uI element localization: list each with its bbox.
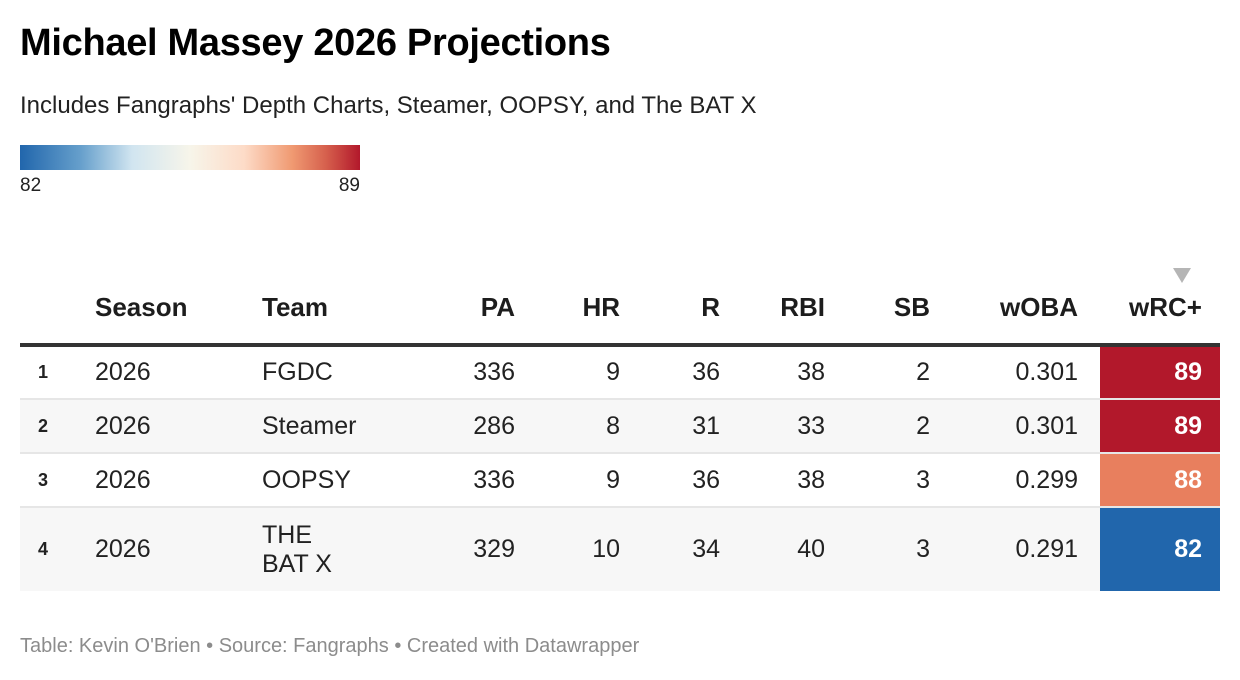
cell-team: FGDC — [262, 358, 333, 386]
legend-gradient-bar — [20, 145, 360, 170]
cell-wrc-plus: 88 — [1100, 453, 1220, 507]
cell-woba: 0.299 — [1015, 465, 1078, 494]
cell-r: 36 — [692, 358, 720, 386]
chart-title: Michael Massey 2026 Projections — [20, 22, 611, 64]
cell-sb: 3 — [916, 465, 930, 494]
table-row: 1 2026 FGDC 336 9 36 38 2 0.301 89 — [20, 345, 1220, 399]
cell-pa: 329 — [473, 535, 515, 563]
cell-pa: 336 — [473, 358, 515, 386]
row-rank: 4 — [38, 539, 49, 559]
cell-woba: 0.301 — [1015, 411, 1078, 440]
cell-rbi: 33 — [797, 411, 825, 440]
cell-season: 2026 — [95, 535, 151, 563]
cell-season: 2026 — [95, 411, 151, 440]
cell-pa: 336 — [473, 465, 515, 494]
cell-r: 31 — [692, 411, 720, 440]
footer-credits: Table: Kevin O'Brien • Source: Fangraphs… — [20, 635, 640, 657]
sort-descending-icon[interactable] — [1173, 268, 1191, 283]
cell-team: OOPSY — [262, 465, 351, 494]
col-header-sb[interactable]: SB — [893, 292, 930, 322]
legend-min-label: 82 — [20, 175, 42, 196]
table-row: 3 2026 OOPSY 336 9 36 38 3 0.299 88 — [20, 453, 1220, 507]
cell-hr: 10 — [592, 535, 620, 563]
cell-woba: 0.291 — [1015, 535, 1078, 563]
col-header-wrc-plus[interactable]: wRC+ — [1129, 292, 1202, 322]
col-header-season[interactable]: Season — [95, 292, 188, 322]
cell-sb: 3 — [916, 535, 930, 563]
col-header-hr[interactable]: HR — [582, 292, 620, 322]
cell-rbi: 40 — [797, 535, 825, 563]
row-rank: 3 — [38, 469, 49, 490]
col-header-pa[interactable]: PA — [480, 292, 515, 322]
col-header-rbi[interactable]: RBI — [780, 292, 825, 322]
cell-wrc-plus: 89 — [1100, 345, 1220, 399]
cell-rbi: 38 — [797, 358, 825, 386]
cell-r: 34 — [692, 535, 720, 563]
cell-hr: 8 — [606, 411, 620, 440]
cell-season: 2026 — [95, 465, 151, 494]
legend-max-label: 89 — [338, 175, 360, 196]
col-header-r[interactable]: R — [701, 292, 720, 322]
col-header-team[interactable]: Team — [262, 292, 328, 322]
cell-rbi: 38 — [797, 465, 825, 494]
table-row: 4 2026 THE BAT X 329 10 34 40 3 0.291 82 — [20, 507, 1220, 591]
cell-sb: 2 — [916, 358, 930, 386]
cell-wrc-plus: 89 — [1100, 399, 1220, 453]
chart-subtitle: Includes Fangraphs' Depth Charts, Steame… — [20, 92, 757, 119]
table-row: 2 2026 Steamer 286 8 31 33 2 0.301 89 — [20, 399, 1220, 453]
cell-season: 2026 — [95, 358, 151, 386]
col-header-woba[interactable]: wOBA — [1000, 292, 1078, 322]
projections-table: Season Team PA HR R RBI SB wOBA wRC+ 1 2… — [20, 290, 1220, 591]
cell-team-line2: BAT X — [262, 549, 332, 578]
cell-pa: 286 — [473, 411, 515, 440]
col-header-rank[interactable] — [20, 290, 95, 345]
cell-team: Steamer — [262, 411, 357, 440]
table-header-row: Season Team PA HR R RBI SB wOBA wRC+ — [20, 290, 1220, 345]
cell-team-line1: THE — [262, 520, 312, 549]
cell-hr: 9 — [606, 358, 620, 386]
row-rank: 2 — [38, 415, 49, 436]
cell-team: THE BAT X — [262, 507, 412, 591]
cell-woba: 0.301 — [1015, 358, 1078, 386]
cell-r: 36 — [692, 465, 720, 494]
cell-sb: 2 — [916, 411, 930, 440]
cell-wrc-plus: 82 — [1100, 507, 1220, 591]
color-legend: 82 89 — [20, 145, 360, 197]
cell-hr: 9 — [606, 465, 620, 494]
row-rank: 1 — [38, 362, 49, 382]
